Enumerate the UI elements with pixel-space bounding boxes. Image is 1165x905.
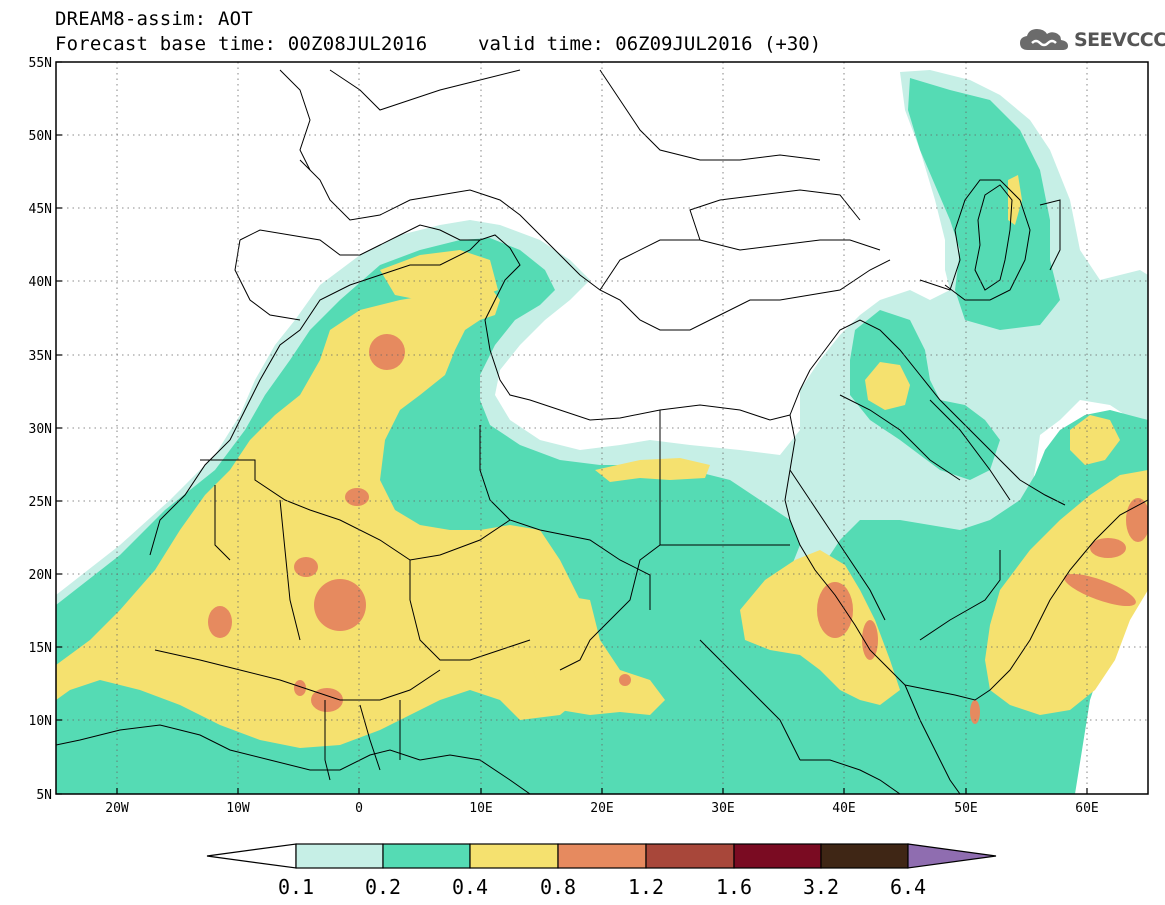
- aot-band-0.4-gulf: [1070, 415, 1120, 465]
- aot-band-0.8: [862, 620, 878, 660]
- lat-label: 30N: [29, 422, 52, 437]
- lon-label: 10W: [226, 801, 250, 816]
- colorbar-segment: [382, 843, 471, 869]
- colorbar-label: 0.8: [540, 875, 576, 899]
- lat-label: 20N: [29, 568, 52, 583]
- lat-label: 45N: [29, 202, 52, 217]
- aot-band-0.8: [970, 700, 980, 724]
- seevccc-logo: SEEVCCC: [1018, 26, 1165, 54]
- aot-band-0.8: [294, 680, 306, 696]
- aot-band-0.8: [1126, 498, 1148, 542]
- colorbar-segment-above: [907, 843, 997, 869]
- latitude-labels: 55N 50N 45N 40N 35N 30N 25N 20N 15N 10N …: [29, 56, 52, 803]
- logo-text: SEEVCCC: [1074, 29, 1165, 51]
- colorbar: [206, 843, 997, 869]
- aot-band-0.4-arabia: [985, 470, 1148, 715]
- aot-band-0.8: [619, 674, 631, 686]
- aot-band-0.8: [208, 606, 232, 638]
- colorbar-label: 6.4: [890, 875, 926, 899]
- colorbar-label: 0.1: [278, 875, 314, 899]
- aot-band-0.8: [314, 579, 366, 631]
- lon-label: 30E: [711, 801, 734, 816]
- colorbar-label: 3.2: [803, 875, 839, 899]
- colorbar-segment: [820, 843, 909, 869]
- colorbar-segment: [557, 843, 647, 869]
- aot-band-0.4-central-africa: [530, 595, 665, 715]
- lon-label: 20W: [105, 801, 129, 816]
- coastlines: [56, 69, 1148, 794]
- aot-band-0.8: [294, 557, 318, 577]
- valid-time: valid time: 06Z09JUL2016 (+30): [478, 33, 822, 55]
- gridlines: [56, 62, 1148, 794]
- aot-band-0.8: [817, 582, 853, 638]
- lon-label: 40E: [832, 801, 855, 816]
- aot-band-0.2-mideast: [850, 310, 1000, 480]
- colorbar-segment: [733, 843, 822, 869]
- map-title: DREAM8-assim: AOT: [55, 8, 253, 30]
- lon-label: 0: [355, 801, 363, 816]
- cloud-icon: [1020, 29, 1068, 50]
- aot-band-0.8: [369, 334, 405, 370]
- lat-label: 55N: [29, 56, 52, 71]
- lat-label: 15N: [29, 641, 52, 656]
- lat-label: 10N: [29, 714, 52, 729]
- aot-band-0.4-north: [380, 250, 498, 305]
- colorbar-label: 0.4: [452, 875, 488, 899]
- colorbar-segment-below: [206, 843, 297, 869]
- lon-label: 10E: [469, 801, 492, 816]
- lat-label: 35N: [29, 349, 52, 364]
- aot-band-0.8: [345, 488, 369, 506]
- longitude-labels: 20W 10W 0 10E 20E 30E 40E 50E 60E: [105, 801, 1098, 816]
- colorbar-label: 1.2: [628, 875, 664, 899]
- forecast-base-time: Forecast base time: 00Z08JUL2016: [55, 33, 428, 55]
- lon-label: 20E: [590, 801, 613, 816]
- lat-label: 5N: [36, 788, 52, 803]
- lat-label: 25N: [29, 495, 52, 510]
- colorbar-segment: [469, 843, 559, 869]
- colorbar-segment: [295, 843, 384, 869]
- aot-band-0.8: [1064, 573, 1136, 607]
- aot-band-0.4-sahara: [56, 280, 600, 748]
- lon-label: 60E: [1075, 801, 1098, 816]
- aot-band-0.8: [311, 688, 343, 712]
- aot-band-0.4-east-africa: [740, 550, 900, 705]
- colorbar-label: 0.2: [365, 875, 401, 899]
- colorbar-label: 1.6: [716, 875, 752, 899]
- aot-band-0.8: [1090, 538, 1126, 558]
- lat-label: 50N: [29, 129, 52, 144]
- axis-ticks: [56, 61, 1088, 795]
- aot-band-0.4-iraq: [865, 362, 910, 410]
- lat-label: 40N: [29, 275, 52, 290]
- aot-field: [56, 62, 1148, 794]
- lon-label: 50E: [954, 801, 977, 816]
- aot-band-0.4-libya: [595, 458, 710, 482]
- colorbar-segment: [645, 843, 735, 869]
- colorbar-labels: 0.1 0.2 0.4 0.8 1.2 1.6 3.2 6.4: [278, 875, 926, 899]
